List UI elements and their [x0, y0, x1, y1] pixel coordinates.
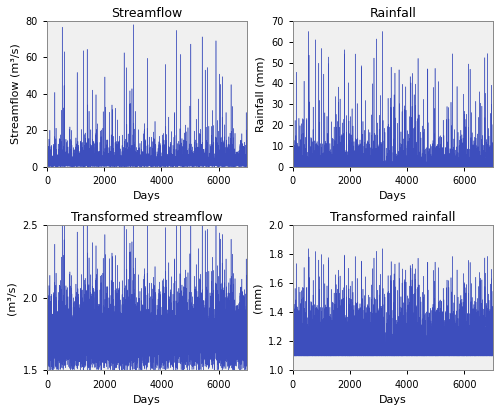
Y-axis label: Rainfall (mm): Rainfall (mm)	[256, 56, 266, 132]
Y-axis label: Streamflow (m³/s): Streamflow (m³/s)	[10, 43, 20, 144]
Title: Transformed rainfall: Transformed rainfall	[330, 211, 456, 224]
X-axis label: Days: Days	[134, 191, 161, 201]
X-axis label: Days: Days	[134, 395, 161, 405]
Y-axis label: (mm): (mm)	[253, 283, 263, 313]
X-axis label: Days: Days	[379, 191, 407, 201]
Title: Rainfall: Rainfall	[370, 7, 416, 20]
X-axis label: Days: Days	[379, 395, 407, 405]
Y-axis label: (m³/s): (m³/s)	[7, 281, 17, 315]
Title: Streamflow: Streamflow	[112, 7, 183, 20]
Title: Transformed streamflow: Transformed streamflow	[72, 211, 223, 224]
